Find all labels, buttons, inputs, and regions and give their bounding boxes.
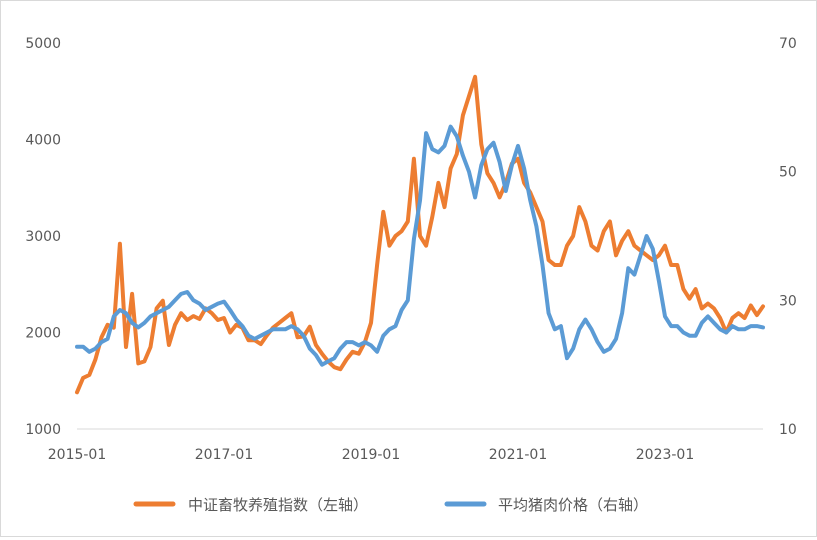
x-tick-label: 2017-01	[195, 447, 254, 463]
series-line-2	[75, 124, 765, 367]
y-left-tick-label: 2000	[25, 326, 61, 342]
y-left-tick-label: 1000	[25, 422, 61, 438]
plot-lines	[75, 74, 765, 395]
legend: 中证畜牧养殖指数（左轴） 平均猪肉价格（右轴）	[133, 496, 648, 514]
x-tick-label: 2023-01	[636, 447, 695, 463]
x-tick-label: 2019-01	[342, 447, 401, 463]
y-left-axis-ticks: 1000 2000 3000 4000 5000	[25, 36, 61, 438]
series-line-1	[75, 74, 765, 395]
y-left-tick-label: 5000	[25, 36, 61, 52]
x-tick-label: 2015-01	[48, 447, 107, 463]
y-right-tick-label: 50	[779, 165, 797, 181]
x-axis-ticks: 2015-01 2017-01 2019-01 2021-01 2023-01	[48, 447, 695, 463]
y-right-axis-ticks: 10 30 50 70	[779, 36, 797, 438]
y-left-tick-label: 4000	[25, 133, 61, 149]
y-left-tick-label: 3000	[25, 229, 61, 245]
legend-label-pork: 平均猪肉价格（右轴）	[498, 496, 648, 514]
y-right-tick-label: 10	[779, 422, 797, 438]
y-right-tick-label: 30	[779, 293, 797, 309]
legend-label-index: 中证畜牧养殖指数（左轴）	[188, 496, 368, 514]
x-tick-label: 2021-01	[489, 447, 548, 463]
y-right-tick-label: 70	[779, 36, 797, 52]
